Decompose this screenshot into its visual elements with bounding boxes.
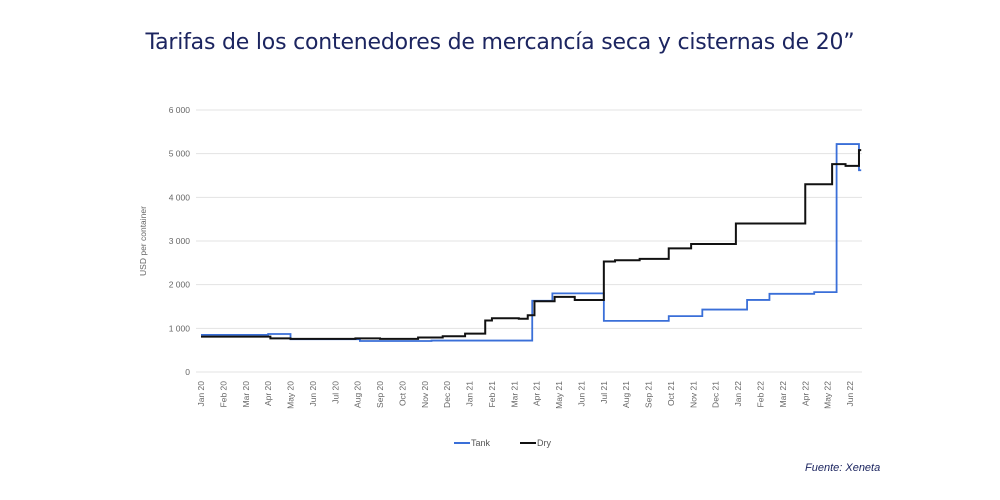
series-line-tank [201, 143, 862, 342]
series-line-dry [201, 149, 862, 340]
x-tick-label: Jan 21 [465, 381, 475, 407]
x-tick-label: Oct 21 [666, 381, 676, 406]
x-tick-label: Jun 20 [308, 381, 318, 407]
chart-title: Tarifas de los contenedores de mercancía… [145, 30, 855, 55]
x-tick-label: Nov 20 [420, 381, 430, 408]
x-tick-label: Jun 22 [845, 381, 855, 407]
y-tick-label: 5 000 [169, 149, 191, 159]
x-tick-label: Oct 20 [397, 381, 407, 406]
x-tick-label: Sep 21 [644, 381, 654, 408]
x-tick-label: Mar 21 [509, 381, 519, 408]
x-tick-label: Jul 21 [599, 381, 609, 404]
legend-label-dry: Dry [537, 438, 551, 448]
x-tick-label: Jan 20 [196, 381, 206, 407]
y-tick-label: 1 000 [169, 323, 191, 333]
x-tick-label: Feb 20 [218, 381, 228, 408]
x-tick-label: Aug 20 [353, 381, 363, 408]
x-tick-label: Feb 22 [756, 381, 766, 408]
y-tick-label: 6 000 [169, 105, 191, 115]
x-tick-label: Jul 20 [330, 381, 340, 404]
x-tick-label: Jan 22 [733, 381, 743, 407]
x-tick-label: Nov 21 [688, 381, 698, 408]
y-tick-label: 2 000 [169, 280, 191, 290]
x-tick-label: May 22 [823, 381, 833, 409]
x-tick-label: Dec 21 [711, 381, 721, 408]
y-tick-label: 3 000 [169, 236, 191, 246]
x-tick-label: Mar 20 [241, 381, 251, 408]
x-tick-label: Sep 20 [375, 381, 385, 408]
y-tick-label: 0 [185, 367, 190, 377]
source-note: Fuente: Xeneta [805, 462, 881, 474]
legend-label-tank: Tank [471, 438, 491, 448]
x-tick-label: Mar 22 [778, 381, 788, 408]
x-tick-label: Aug 21 [621, 381, 631, 408]
x-tick-label: Apr 20 [263, 381, 273, 406]
x-tick-label: May 20 [286, 381, 296, 409]
x-tick-label: Dec 20 [442, 381, 452, 408]
x-tick-label: Feb 21 [487, 381, 497, 408]
x-tick-label: Jun 21 [576, 381, 586, 407]
y-axis-label: USD per container [138, 206, 148, 276]
x-tick-label: May 21 [554, 381, 564, 409]
x-tick-label: Apr 22 [800, 381, 810, 406]
x-tick-label: Apr 21 [532, 381, 542, 406]
y-tick-label: 4 000 [169, 192, 191, 202]
